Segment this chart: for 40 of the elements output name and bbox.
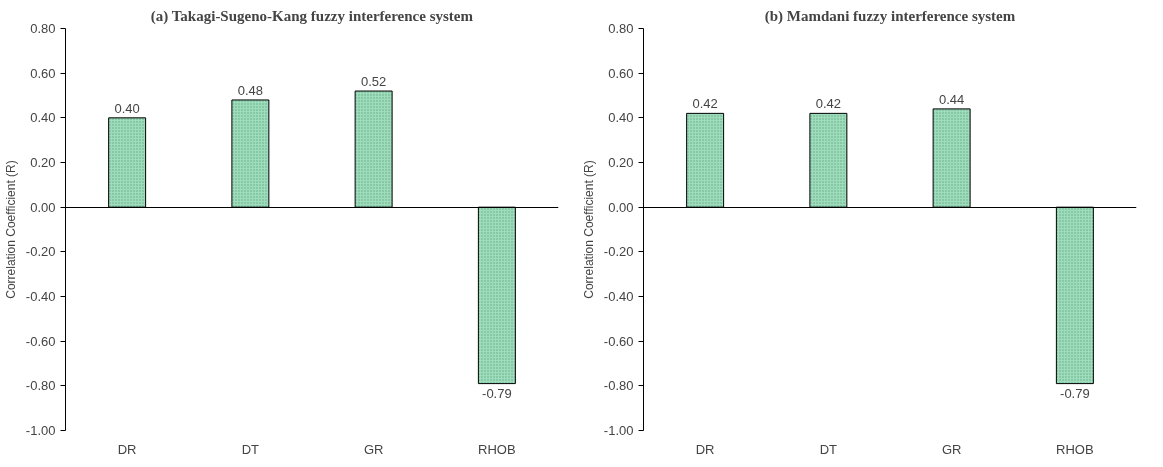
x-tick-label: DT (819, 441, 838, 457)
y-tick-label: 0.40 (30, 110, 56, 126)
data-label: 0.48 (237, 82, 264, 98)
data-label: 0.42 (692, 96, 718, 112)
x-tick-label: DR (695, 441, 715, 457)
data-label: -0.79 (482, 385, 512, 401)
data-label: 0.42 (815, 96, 842, 112)
y-tick-label: 0.00 (30, 199, 56, 215)
data-label: -0.79 (1060, 385, 1090, 401)
y-axis-title: Correlation Coefficient (R) (3, 160, 18, 299)
chart-title: (a) Takagi-Sugeno-Kang fuzzy interference system (150, 7, 474, 25)
y-tick-label: 0.60 (30, 65, 56, 81)
y-tick-label: 0.80 (30, 21, 56, 36)
x-tick-label: DT (241, 441, 260, 457)
y-tick-label: -0.40 (25, 289, 56, 304)
x-tick-label: GR (363, 441, 384, 457)
y-tick-label: 0.60 (608, 65, 634, 81)
y-tick-label: -1.00 (25, 423, 56, 438)
y-tick-label: -0.80 (25, 378, 56, 394)
x-tick-label: RHOB (1056, 441, 1094, 457)
data-label: 0.40 (114, 100, 140, 116)
x-tick-label: RHOB (478, 441, 516, 457)
y-tick-label: -0.20 (25, 244, 56, 260)
y-tick-label: -1.00 (603, 423, 634, 438)
y-tick-label: 0.80 (608, 21, 634, 36)
y-tick-label: -0.60 (603, 333, 634, 349)
y-tick-label: 0.20 (608, 155, 634, 170)
y-tick-label: 0.20 (30, 155, 56, 170)
y-axis-title: Correlation Coefficient (R) (581, 160, 596, 299)
data-label: 0.52 (360, 74, 387, 90)
y-tick-label: 0.40 (608, 110, 634, 126)
y-tick-label: -0.20 (603, 244, 634, 260)
x-tick-label: GR (941, 441, 962, 457)
y-tick-label: 0.00 (608, 199, 634, 215)
y-tick-label: -0.80 (603, 378, 634, 394)
y-tick-label: -0.60 (25, 333, 56, 349)
chart-title: (b) Mamdani fuzzy interference system (764, 7, 1016, 25)
data-label: 0.44 (938, 91, 965, 107)
x-tick-label: DR (117, 441, 137, 457)
y-tick-label: -0.40 (603, 289, 634, 304)
